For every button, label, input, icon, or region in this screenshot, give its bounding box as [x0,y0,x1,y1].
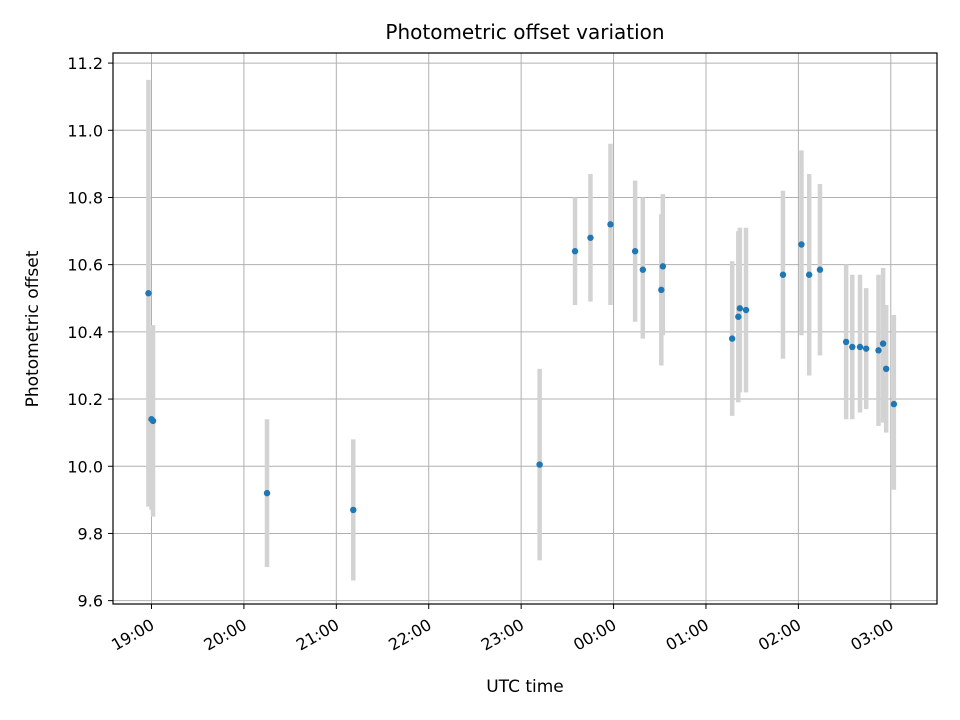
data-point [639,266,647,273]
data-point [659,263,667,270]
y-tick-label: 10.0 [67,457,103,476]
data-point [587,234,594,241]
data-point [607,221,614,228]
y-axis-label: Photometric offset [23,250,43,407]
data-point [779,271,787,278]
data-point [879,340,887,347]
y-tick-label: 11.2 [67,54,103,73]
data-point [849,343,856,351]
y-axis-ticks: 9.6 9.8 10.0 10.2 10.4 10.6 10.8 11.0 11.2 [67,54,113,611]
data-points [145,221,898,514]
data-point [263,489,271,497]
data-point [805,271,813,278]
data-point [658,286,665,294]
data-point [149,417,157,425]
chart-title: Photometric offset variation [385,20,664,44]
y-tick-label: 10.8 [67,188,103,207]
data-point [862,345,870,352]
y-tick-label: 11.0 [67,121,103,140]
data-point [875,347,882,354]
data-point [882,365,890,373]
data-point [728,335,736,342]
data-point [816,266,824,273]
data-point [890,400,898,408]
data-point [735,313,742,320]
data-point [145,290,152,297]
data-point [631,248,639,255]
data-point [350,506,357,514]
data-point [798,241,805,248]
y-tick-label: 9.6 [78,592,103,611]
data-point [742,306,750,314]
data-point [571,248,579,255]
x-axis-label: UTC time [486,677,564,697]
data-point [856,343,864,351]
y-tick-label: 9.8 [78,524,103,543]
y-tick-label: 10.2 [67,390,103,409]
data-point [736,305,744,312]
data-point [842,338,850,346]
plot-area-frame [112,52,938,605]
data-point [536,461,543,468]
y-tick-label: 10.4 [67,323,103,342]
y-tick-label: 10.6 [67,256,103,275]
